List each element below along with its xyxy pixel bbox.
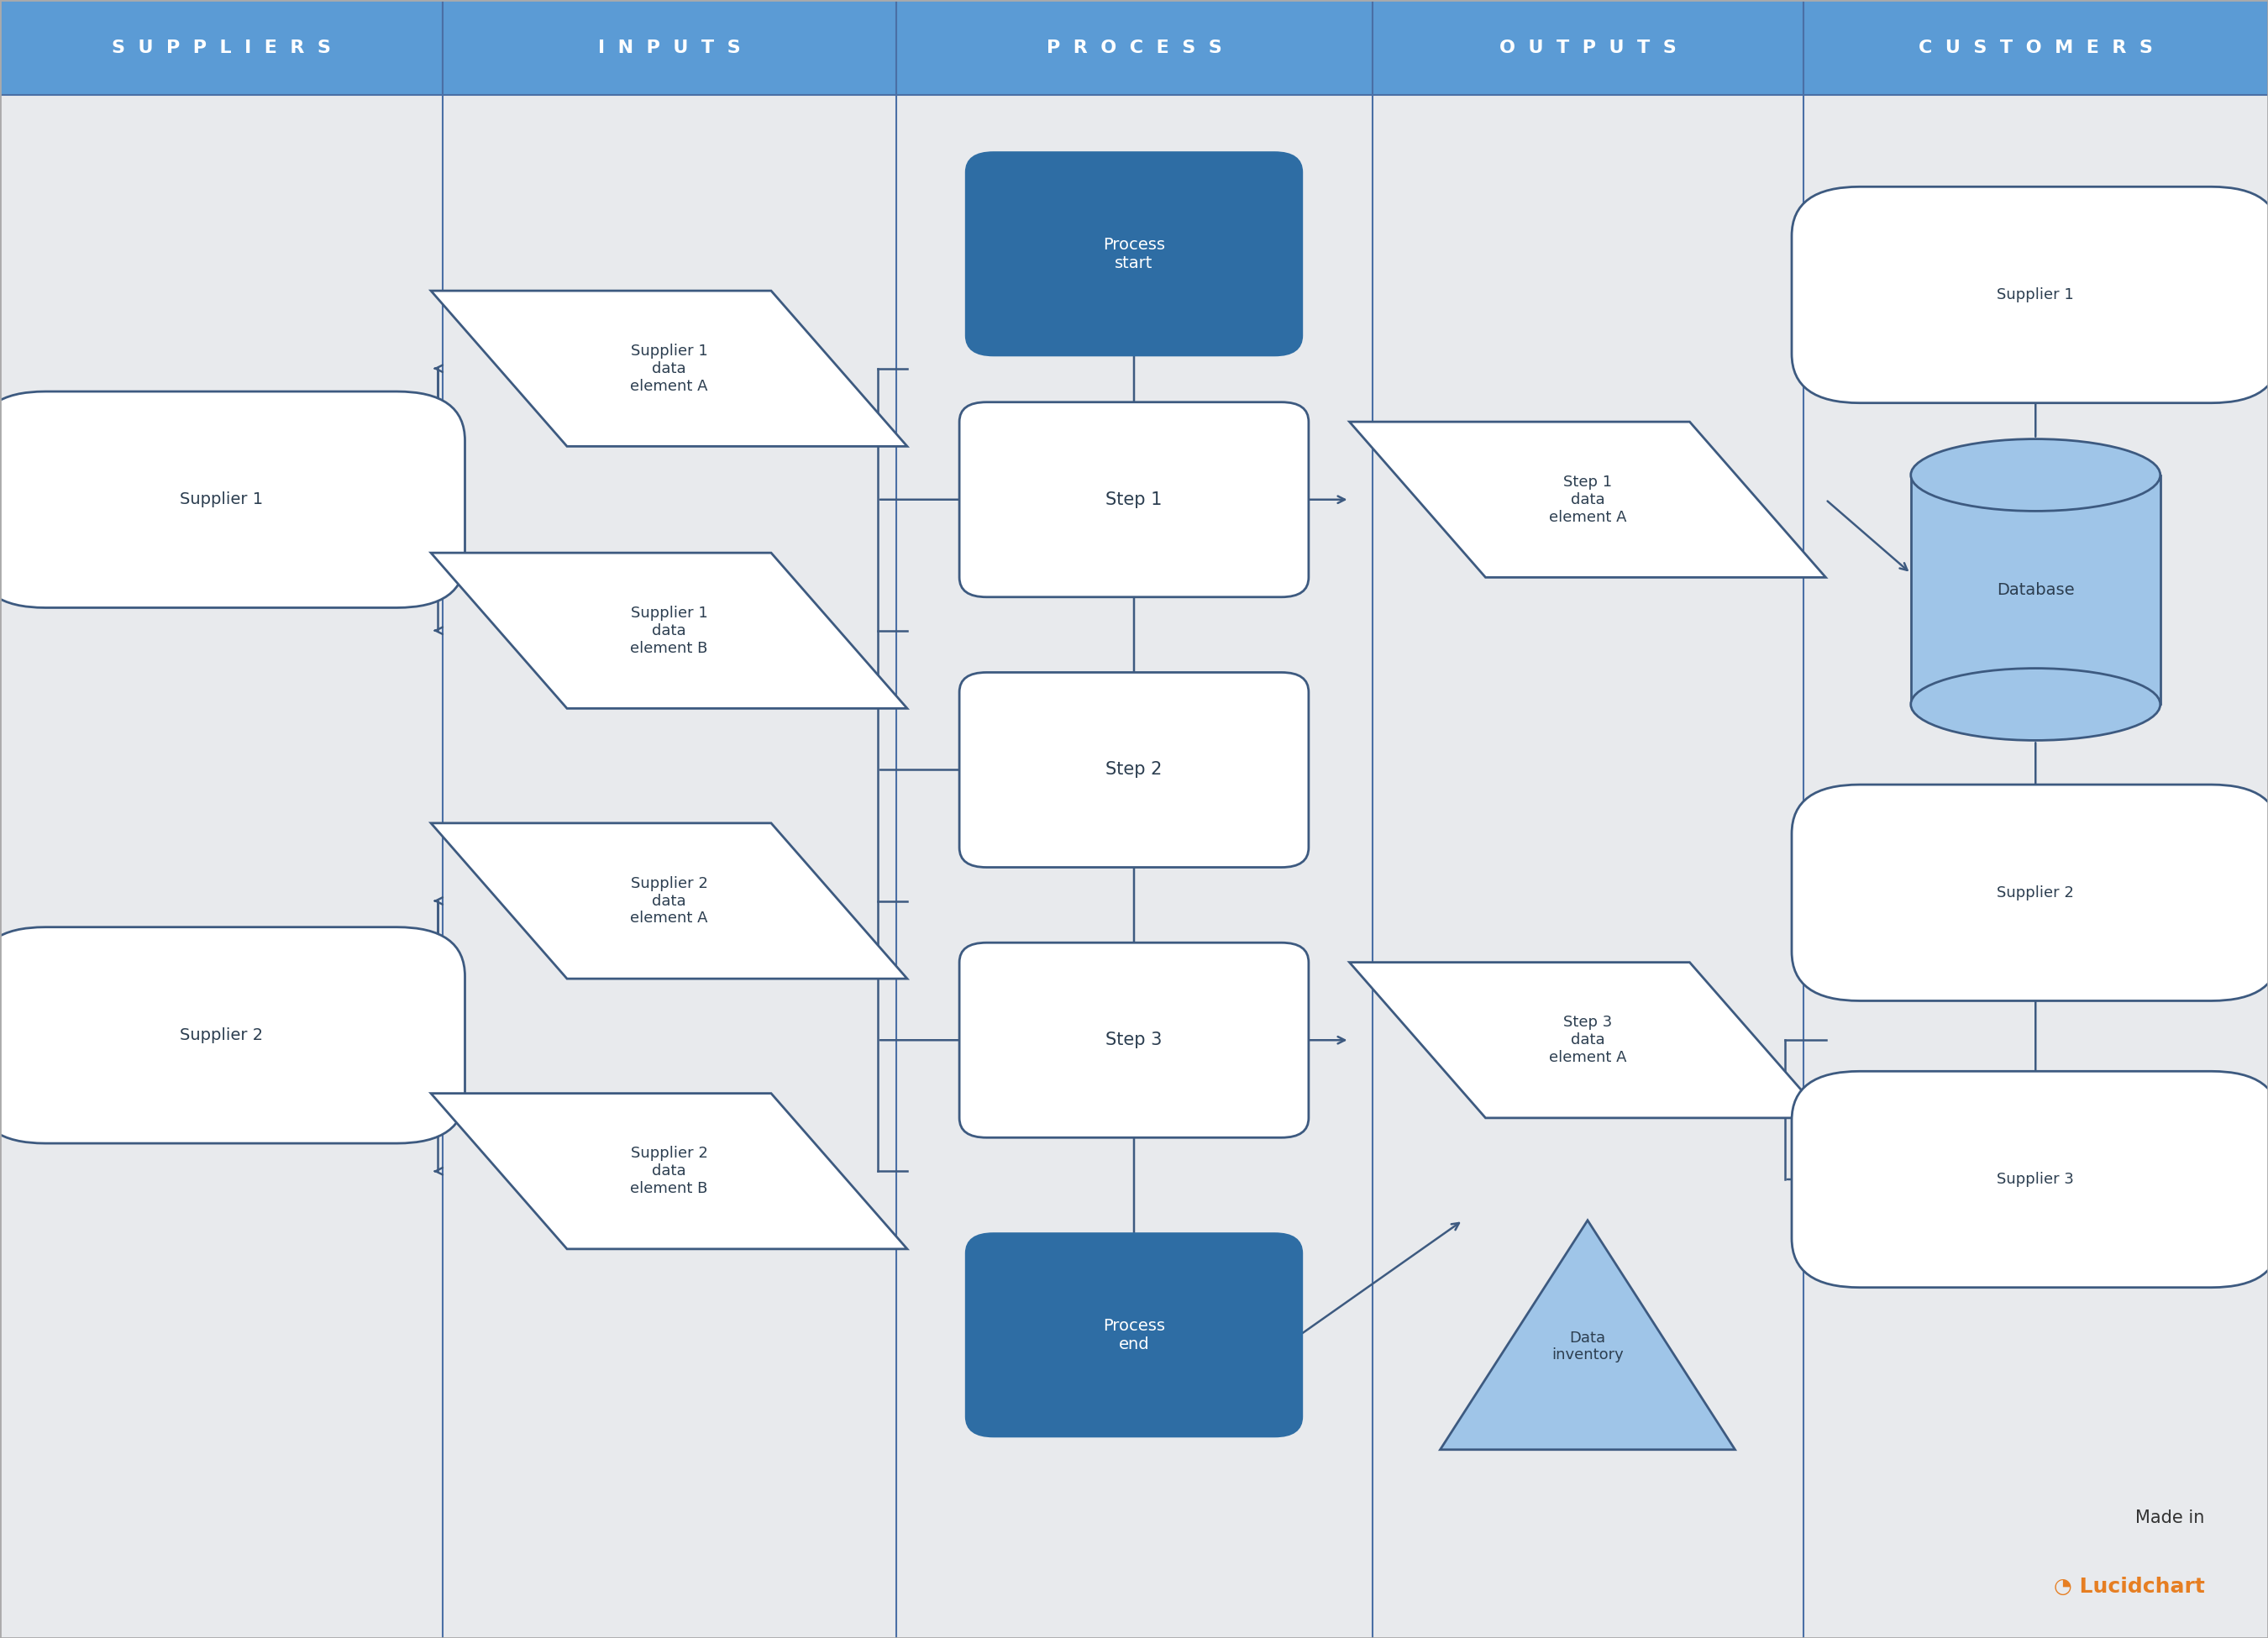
Text: Made in: Made in [2134, 1510, 2204, 1527]
FancyBboxPatch shape [442, 0, 896, 95]
FancyBboxPatch shape [959, 403, 1309, 598]
Text: Data
inventory: Data inventory [1551, 1330, 1624, 1363]
FancyBboxPatch shape [1792, 785, 2268, 1001]
Polygon shape [1349, 423, 1826, 578]
FancyBboxPatch shape [1372, 0, 1803, 95]
FancyBboxPatch shape [1792, 1071, 2268, 1287]
Text: S  U  P  P  L  I  E  R  S: S U P P L I E R S [111, 39, 331, 56]
FancyBboxPatch shape [959, 672, 1309, 868]
Text: Supplier 1
data
element B: Supplier 1 data element B [631, 606, 708, 655]
Text: Database: Database [1996, 581, 2075, 598]
Text: Supplier 3: Supplier 3 [1996, 1171, 2075, 1188]
Ellipse shape [1910, 439, 2159, 511]
Polygon shape [431, 1094, 907, 1248]
Text: Supplier 2: Supplier 2 [179, 1027, 263, 1043]
Text: Step 3
data
element A: Step 3 data element A [1549, 1016, 1626, 1065]
Polygon shape [1349, 963, 1826, 1117]
Text: I  N  P  U  T  S: I N P U T S [599, 39, 739, 56]
Text: Supplier 2: Supplier 2 [1996, 885, 2075, 901]
Text: Step 3: Step 3 [1107, 1032, 1161, 1048]
FancyBboxPatch shape [0, 927, 465, 1143]
Text: Supplier 1: Supplier 1 [179, 491, 263, 508]
Polygon shape [431, 554, 907, 708]
Text: Supplier 2
data
element A: Supplier 2 data element A [631, 876, 708, 925]
FancyBboxPatch shape [959, 943, 1309, 1137]
FancyBboxPatch shape [0, 391, 465, 608]
Text: Process
start: Process start [1102, 236, 1166, 272]
FancyBboxPatch shape [966, 1233, 1302, 1437]
Text: Step 1
data
element A: Step 1 data element A [1549, 475, 1626, 524]
Polygon shape [1440, 1220, 1735, 1450]
Text: ◔ Lucidchart: ◔ Lucidchart [2053, 1577, 2204, 1597]
Polygon shape [431, 292, 907, 446]
Text: Process
end: Process end [1102, 1317, 1166, 1353]
FancyBboxPatch shape [1803, 0, 2268, 95]
Text: C  U  S  T  O  M  E  R  S: C U S T O M E R S [1919, 39, 2152, 56]
FancyBboxPatch shape [1792, 187, 2268, 403]
FancyBboxPatch shape [1910, 475, 2159, 704]
FancyBboxPatch shape [966, 152, 1302, 355]
Text: Supplier 1: Supplier 1 [1998, 287, 2073, 303]
Text: O  U  T  P  U  T  S: O U T P U T S [1499, 39, 1676, 56]
FancyBboxPatch shape [0, 0, 442, 95]
Text: Supplier 2
data
element B: Supplier 2 data element B [631, 1147, 708, 1196]
Text: Supplier 1
data
element A: Supplier 1 data element A [631, 344, 708, 393]
FancyBboxPatch shape [896, 0, 1372, 95]
Text: Step 2: Step 2 [1107, 762, 1161, 778]
Text: P  R  O  C  E  S  S: P R O C E S S [1046, 39, 1222, 56]
Text: Step 1: Step 1 [1107, 491, 1161, 508]
Polygon shape [431, 822, 907, 978]
Ellipse shape [1910, 668, 2159, 740]
